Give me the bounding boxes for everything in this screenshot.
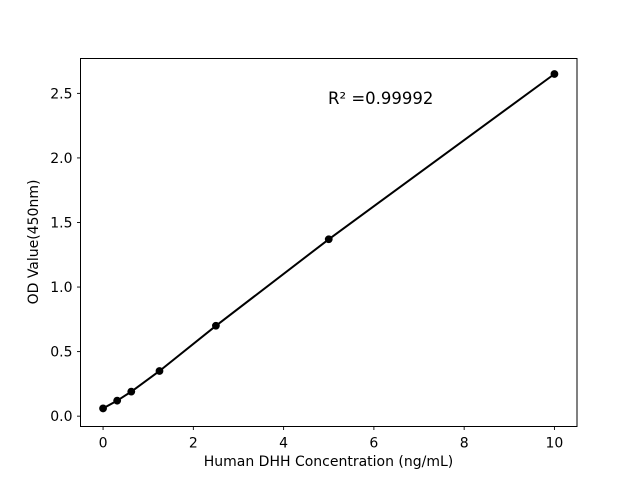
plot-frame (80, 58, 578, 427)
data-point (324, 235, 333, 244)
x-tick-label: 4 (279, 436, 288, 452)
x-tick-label: 0 (99, 436, 108, 452)
y-tick-label: 1.5 (50, 215, 72, 231)
data-point (99, 404, 107, 413)
y-tick-label: 0.5 (50, 345, 72, 361)
x-tick-label: 6 (369, 436, 378, 452)
y-axis-label: OD Value(450nm) (26, 179, 42, 305)
data-point (550, 70, 559, 78)
y-tick-label: 0.0 (50, 409, 72, 425)
y-tick-label: 2.5 (50, 86, 72, 102)
x-tick-label: 8 (460, 436, 469, 452)
data-point (127, 387, 136, 396)
y-tick-label: 2.0 (50, 151, 72, 167)
x-tick-label: 2 (189, 436, 198, 452)
data-point (155, 367, 164, 375)
data-point (212, 321, 220, 330)
y-tick-label: 1.0 (50, 280, 72, 296)
r-squared-annotation: R² =0.99992 (328, 89, 434, 108)
x-tick-label: 10 (546, 436, 564, 452)
data-point (113, 396, 122, 405)
x-axis-label: Human DHH Concentration (ng/mL) (203, 454, 454, 470)
